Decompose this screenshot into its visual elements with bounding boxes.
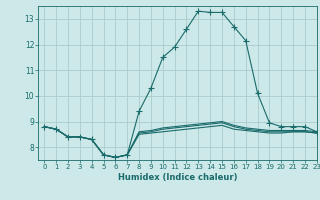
X-axis label: Humidex (Indice chaleur): Humidex (Indice chaleur): [118, 173, 237, 182]
